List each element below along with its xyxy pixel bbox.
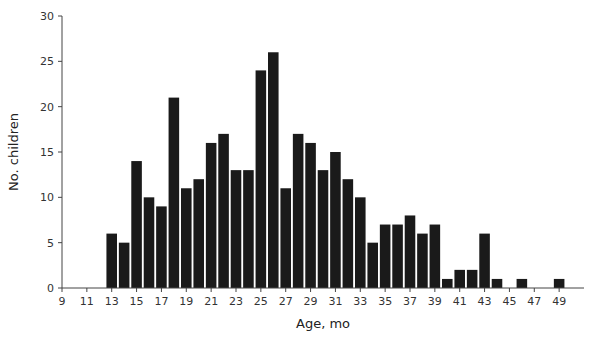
bar <box>131 161 142 288</box>
bar <box>405 215 416 288</box>
bar <box>367 243 378 288</box>
bar <box>256 70 267 288</box>
chart: 9 11 13 15 17 19 21 23 25 27 29 31 33 35 37 39 41 43 45 47 4… <box>0 0 600 340</box>
x-tick-label: 13 <box>105 295 119 308</box>
bar <box>268 52 279 288</box>
x-tick-label: 43 <box>478 295 492 308</box>
y-tick-label: 5 <box>47 237 54 250</box>
bar <box>554 279 565 288</box>
y-tick <box>58 197 62 198</box>
x-tick <box>360 288 361 292</box>
y-tick <box>58 61 62 62</box>
x-tick-label: 25 <box>254 295 268 308</box>
x-tick <box>509 288 510 292</box>
bar <box>218 134 229 288</box>
x-tick-label: 47 <box>527 295 541 308</box>
chart-container: 9 11 13 15 17 19 21 23 25 27 29 31 33 35 37 39 41 43 45 47 4… <box>0 0 600 340</box>
x-tick <box>62 288 63 292</box>
bar <box>206 143 217 288</box>
bar <box>330 152 341 288</box>
x-tick <box>285 288 286 292</box>
bar <box>293 134 304 288</box>
x-tick-label: 33 <box>353 295 367 308</box>
x-tick <box>111 288 112 292</box>
x-tick-label: 49 <box>552 295 566 308</box>
bar <box>243 170 254 288</box>
x-tick-label: 19 <box>179 295 193 308</box>
x-tick <box>559 288 560 292</box>
x-tick <box>385 288 386 292</box>
y-tick <box>58 288 62 289</box>
bar <box>169 98 180 288</box>
x-tick <box>434 288 435 292</box>
x-tick <box>335 288 336 292</box>
x-tick-label: 31 <box>328 295 342 308</box>
bar <box>280 188 291 288</box>
x-tick-label: 39 <box>428 295 442 308</box>
bar <box>454 270 465 288</box>
bar <box>144 197 155 288</box>
x-tick-label: 11 <box>80 295 94 308</box>
bar <box>517 279 528 288</box>
y-tick-label: 0 <box>47 282 54 295</box>
y-tick-label: 20 <box>40 101 54 114</box>
bar <box>430 225 441 288</box>
bar <box>106 234 117 288</box>
x-tick-label: 45 <box>502 295 516 308</box>
bar <box>492 279 503 288</box>
axes: 9 11 13 15 17 19 21 23 25 27 29 31 33 35 37 39 41 43 45 47 4… <box>40 10 584 308</box>
y-tick <box>58 16 62 17</box>
x-tick-label: 41 <box>453 295 467 308</box>
x-tick <box>211 288 212 292</box>
bar <box>479 234 490 288</box>
x-tick <box>186 288 187 292</box>
y-tick-label: 25 <box>40 55 54 68</box>
bar <box>305 143 316 288</box>
bar <box>318 170 329 288</box>
y-tick-label: 15 <box>40 146 54 159</box>
bar <box>392 225 403 288</box>
x-tick-label: 29 <box>304 295 318 308</box>
y-axis-title: No. children <box>6 113 21 191</box>
bar <box>380 225 391 288</box>
x-tick-label: 17 <box>154 295 168 308</box>
bar <box>231 170 242 288</box>
x-tick <box>459 288 460 292</box>
x-tick <box>236 288 237 292</box>
x-tick <box>310 288 311 292</box>
y-tick <box>58 242 62 243</box>
bar <box>343 179 354 288</box>
x-tick-label: 23 <box>229 295 243 308</box>
y-tick-label: 10 <box>40 191 54 204</box>
x-tick <box>136 288 137 292</box>
x-tick-label: 9 <box>59 295 66 308</box>
x-tick <box>86 288 87 292</box>
bar <box>193 179 204 288</box>
bar <box>181 188 192 288</box>
bar <box>119 243 130 288</box>
x-tick-label: 37 <box>403 295 417 308</box>
x-tick-label: 35 <box>378 295 392 308</box>
y-tick-label: 30 <box>40 10 54 23</box>
x-tick <box>484 288 485 292</box>
bar <box>467 270 478 288</box>
x-tick <box>260 288 261 292</box>
bar <box>417 234 428 288</box>
bar <box>355 197 366 288</box>
x-tick <box>161 288 162 292</box>
y-tick <box>58 152 62 153</box>
x-tick-label: 15 <box>130 295 144 308</box>
x-tick-label: 21 <box>204 295 218 308</box>
x-tick-label: 27 <box>279 295 293 308</box>
bar <box>442 279 453 288</box>
x-tick <box>410 288 411 292</box>
y-tick <box>58 106 62 107</box>
bar <box>156 206 167 288</box>
bars <box>106 52 564 288</box>
x-axis-title: Age, mo <box>296 316 350 331</box>
x-axis-line <box>62 288 584 289</box>
x-tick <box>534 288 535 292</box>
